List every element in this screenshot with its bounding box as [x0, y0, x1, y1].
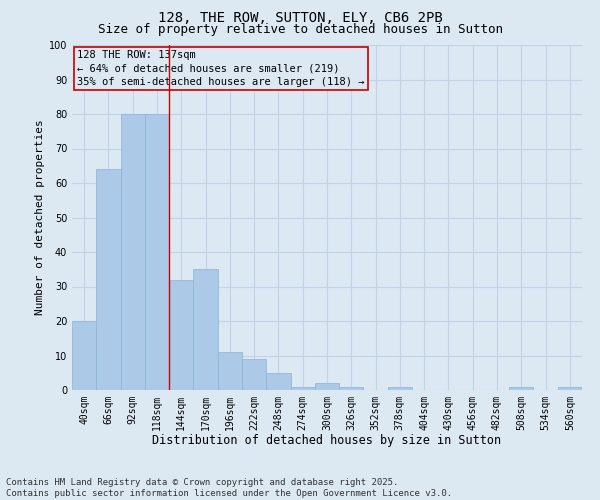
Bar	[96, 169, 121, 390]
Bar	[558, 386, 582, 390]
Bar	[72, 321, 96, 390]
Bar	[121, 114, 145, 390]
Bar	[339, 386, 364, 390]
Bar	[266, 373, 290, 390]
Bar	[315, 383, 339, 390]
Y-axis label: Number of detached properties: Number of detached properties	[35, 120, 44, 316]
Bar	[242, 359, 266, 390]
Bar	[193, 269, 218, 390]
Text: Size of property relative to detached houses in Sutton: Size of property relative to detached ho…	[97, 22, 503, 36]
Bar	[388, 386, 412, 390]
Bar	[509, 386, 533, 390]
Text: Contains HM Land Registry data © Crown copyright and database right 2025.
Contai: Contains HM Land Registry data © Crown c…	[6, 478, 452, 498]
Text: 128 THE ROW: 137sqm
← 64% of detached houses are smaller (219)
35% of semi-detac: 128 THE ROW: 137sqm ← 64% of detached ho…	[77, 50, 365, 86]
Bar	[145, 114, 169, 390]
Bar	[290, 386, 315, 390]
X-axis label: Distribution of detached houses by size in Sutton: Distribution of detached houses by size …	[152, 434, 502, 448]
Bar	[218, 352, 242, 390]
Bar	[169, 280, 193, 390]
Text: 128, THE ROW, SUTTON, ELY, CB6 2PB: 128, THE ROW, SUTTON, ELY, CB6 2PB	[158, 12, 442, 26]
